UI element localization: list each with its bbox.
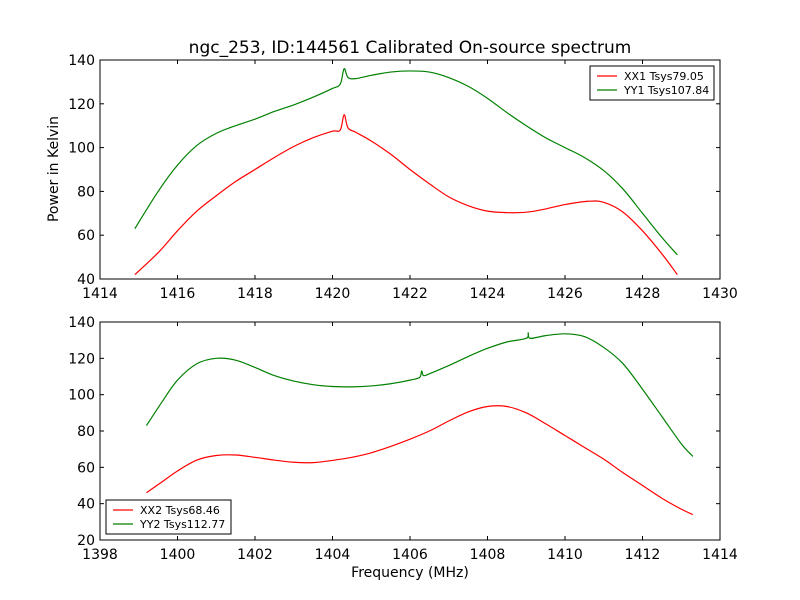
y-tick-label: 40 xyxy=(77,497,95,513)
legend-label: YY2 Tsys112.77 xyxy=(139,518,225,531)
y-tick-label: 40 xyxy=(77,272,95,288)
x-tick-label: 1404 xyxy=(315,547,351,563)
x-tick-label: 1430 xyxy=(702,286,738,302)
series-line-yy2 xyxy=(145,332,694,457)
bottom-axes: 1398 1400 1402 1404 1406 1408 1410 1412 1414 20 40… xyxy=(68,315,738,563)
x-axis-label: Frequency (MHz) xyxy=(351,565,469,581)
y-tick-label: 60 xyxy=(77,460,95,476)
y-tick-label: 80 xyxy=(77,424,95,440)
y-tick-label: 140 xyxy=(68,315,95,331)
legend-label: XX2 Tsys68.46 xyxy=(140,504,220,517)
y-axis-label: Power in Kelvin xyxy=(46,116,62,222)
x-tick-label: 1402 xyxy=(237,547,273,563)
y-tick-label: 120 xyxy=(68,97,95,113)
y-tick-label: 20 xyxy=(77,533,95,549)
y-tick-label: 140 xyxy=(68,53,95,69)
x-tick-label: 1412 xyxy=(625,547,661,563)
legend-box xyxy=(589,65,715,101)
x-tick-label: 1414 xyxy=(82,286,118,302)
legend-label: YY1 Tsys107.84 xyxy=(623,84,709,97)
x-tick-label: 1424 xyxy=(470,286,506,302)
series-line-yy1 xyxy=(134,68,678,256)
series-line-xx2 xyxy=(146,405,694,516)
x-tick-label: 1428 xyxy=(625,286,661,302)
x-tick-label: 1416 xyxy=(160,286,196,302)
chart-title: ngc_253, ID:144561 Calibrated On-source … xyxy=(189,38,632,58)
y-tick-label: 60 xyxy=(77,228,95,244)
x-tick-label: 1422 xyxy=(392,286,428,302)
x-tick-label: 1414 xyxy=(702,547,738,563)
x-tick-label: 1420 xyxy=(315,286,351,302)
x-tick-label: 1426 xyxy=(547,286,583,302)
y-tick-label: 120 xyxy=(68,351,95,367)
legend-label: XX1 Tsys79.05 xyxy=(624,70,704,83)
x-tick-label: 1408 xyxy=(470,547,506,563)
x-tick-label: 1406 xyxy=(392,547,428,563)
x-tick-label: 1418 xyxy=(237,286,273,302)
top-axes: 1414 1416 1418 1420 1422 1424 1426 1428 1430 40 60… xyxy=(68,53,738,302)
legend-box xyxy=(105,499,232,535)
y-tick-label: 100 xyxy=(68,141,95,157)
y-tick-label: 80 xyxy=(77,184,95,200)
x-tick-label: 1398 xyxy=(82,547,118,563)
series-line-xx1 xyxy=(134,114,678,276)
y-tick-label: 100 xyxy=(68,388,95,404)
x-tick-label: 1400 xyxy=(160,547,196,563)
x-tick-label: 1410 xyxy=(547,547,583,563)
